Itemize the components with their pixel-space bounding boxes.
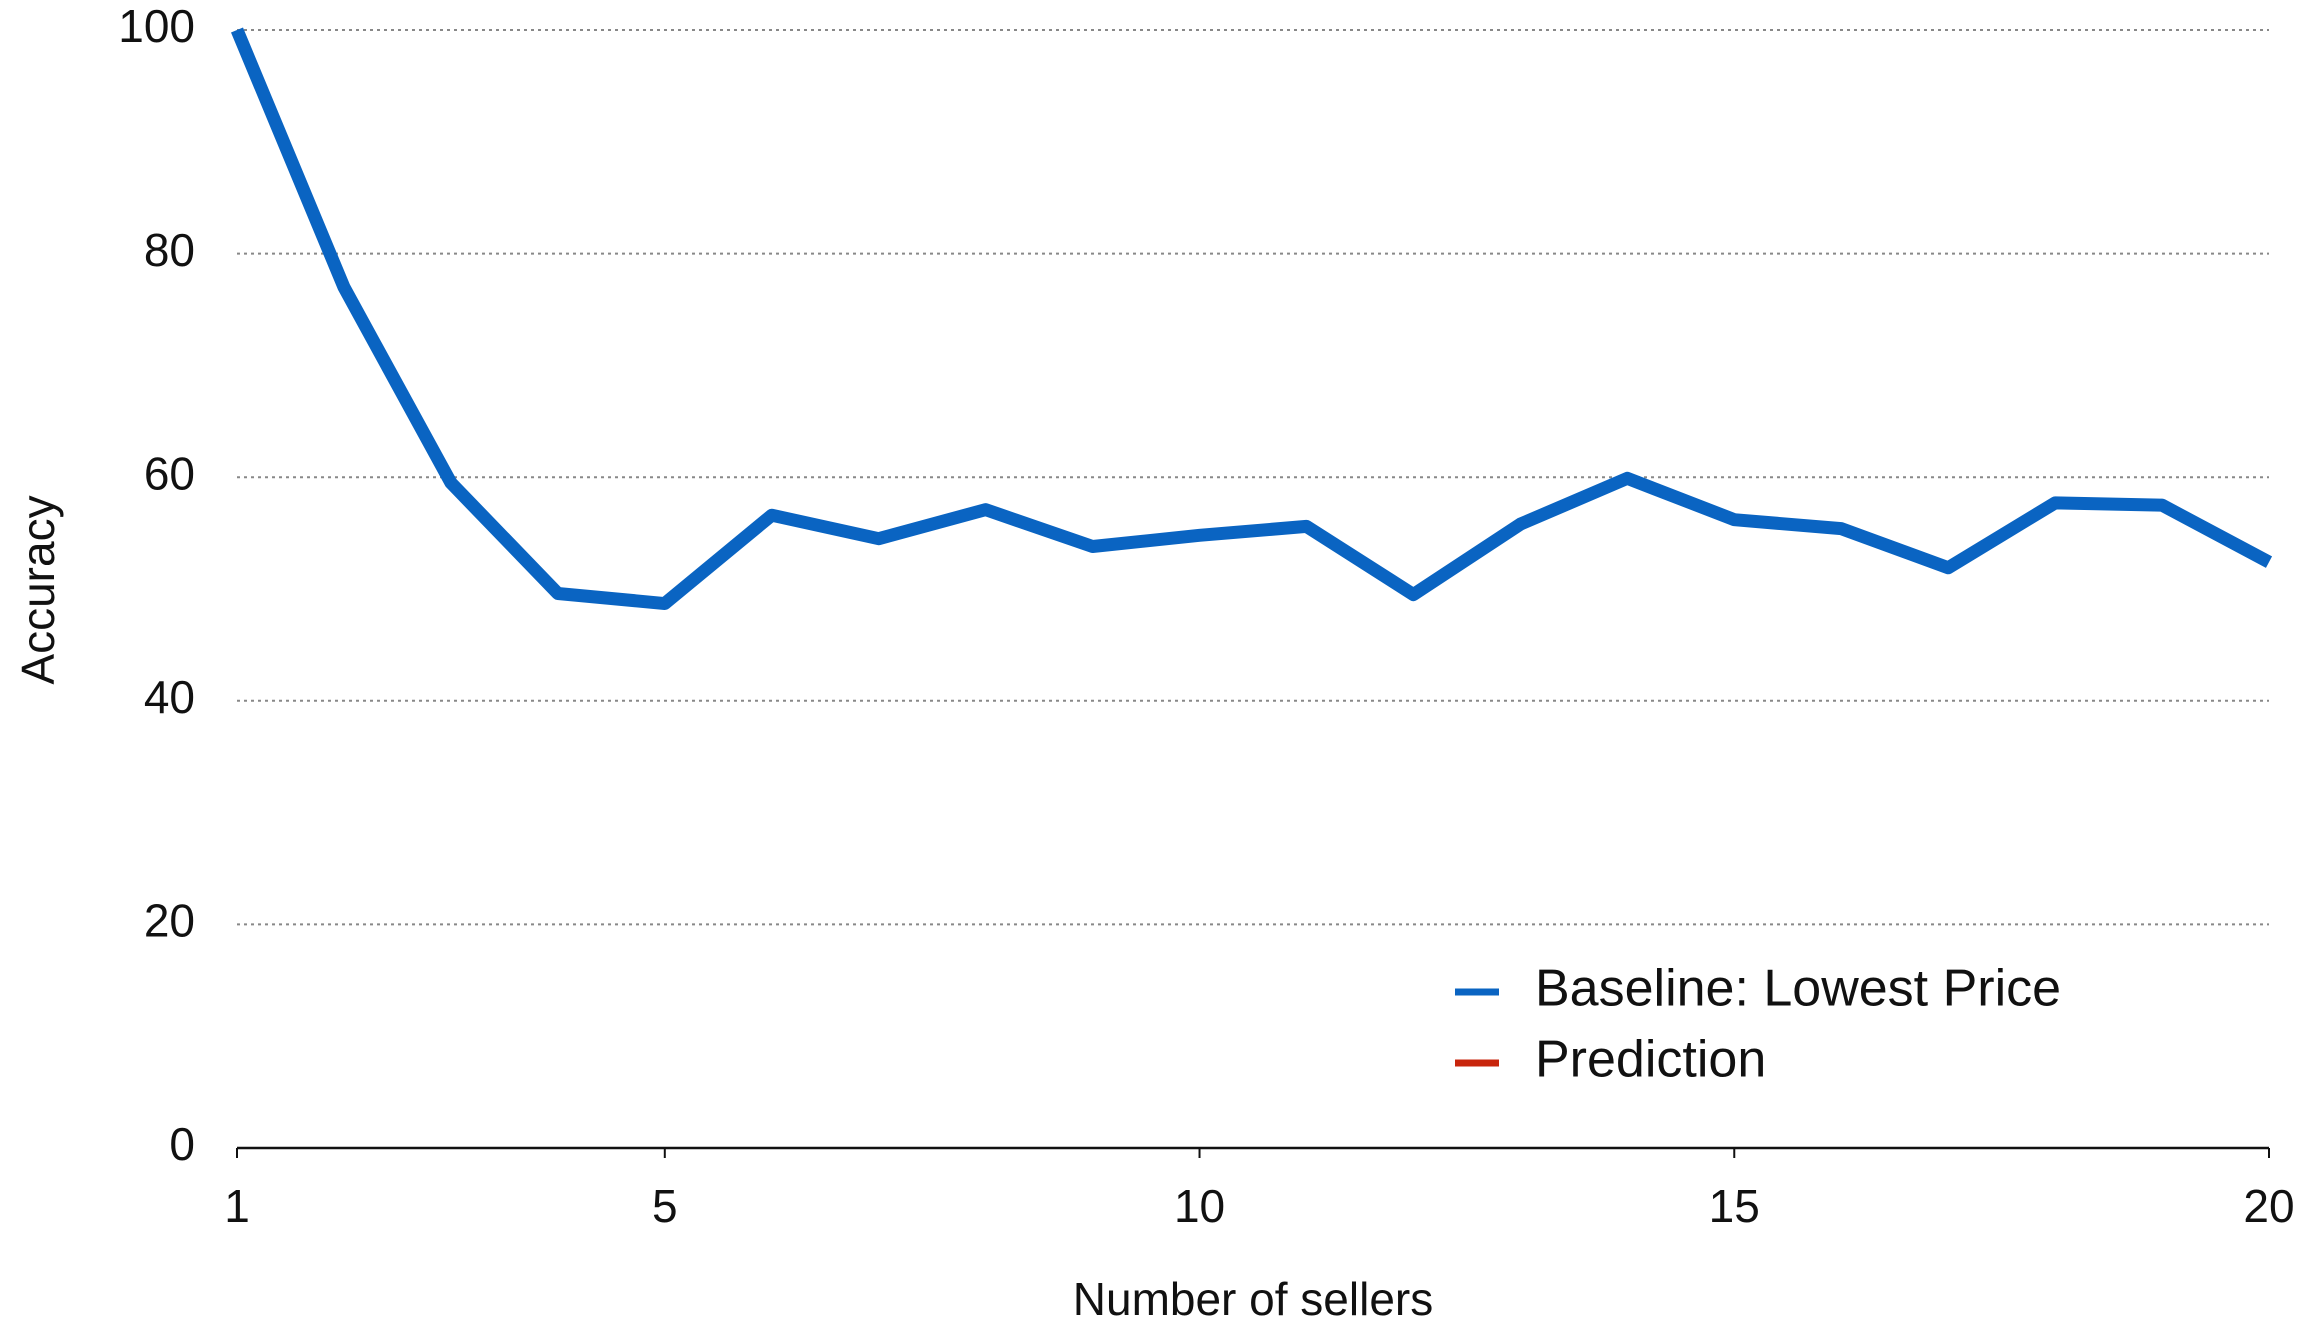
legend-label: Baseline: Lowest Price xyxy=(1535,960,2061,1018)
y-axis-label: Accuracy xyxy=(12,495,64,684)
legend-label: Prediction xyxy=(1535,1031,1766,1089)
y-tick-label: 40 xyxy=(144,671,195,723)
series-line xyxy=(230,27,2273,611)
x-tick-label: 10 xyxy=(1174,1180,1225,1232)
y-tick-label: 80 xyxy=(144,224,195,276)
x-axis-label: Number of sellers xyxy=(1073,1273,1433,1321)
y-tick-label: 100 xyxy=(118,0,195,52)
x-tick-label: 1 xyxy=(224,1180,250,1232)
y-tick-label: 0 xyxy=(169,1118,195,1170)
y-tick-label: 60 xyxy=(144,447,195,499)
y-tick-label: 20 xyxy=(144,895,195,947)
x-tick-label: 15 xyxy=(1709,1180,1760,1232)
x-tick-label: 20 xyxy=(2243,1180,2294,1232)
x-tick-label: 5 xyxy=(652,1180,678,1232)
